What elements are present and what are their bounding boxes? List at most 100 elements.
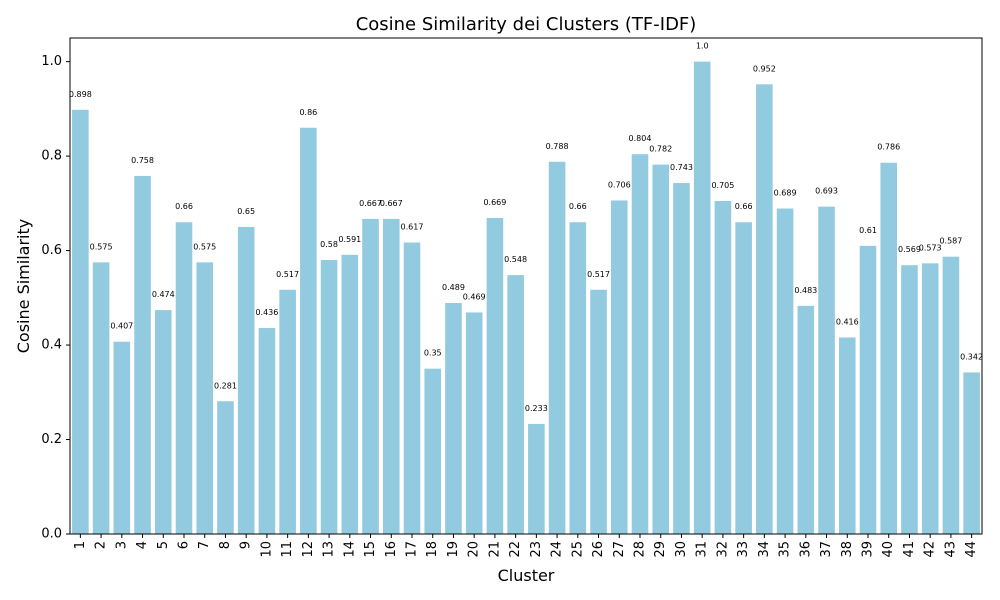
x-axis: 1 2 3 4 5 6 7 8 9 10 11 12 13 14 15 16 17 18 19 20 21 22 23 24 2… (73, 534, 979, 558)
x-tick-label: 38 (840, 541, 855, 558)
data-label-cluster-41: 0.569 (898, 245, 921, 254)
bar-cluster-32 (714, 200, 732, 534)
x-tick-label: 17 (405, 541, 420, 558)
bar-cluster-20 (465, 312, 483, 534)
x-tick-label: 35 (778, 541, 793, 558)
bar-cluster-34 (756, 84, 773, 534)
x-tick-label: 25 (570, 541, 585, 558)
x-tick-label: 29 (653, 541, 668, 558)
bar-cluster-26 (590, 289, 607, 534)
data-label-cluster-14: 0.591 (338, 235, 361, 244)
data-label-cluster-26: 0.517 (587, 270, 610, 279)
bar-cluster-13 (320, 260, 338, 534)
bar-cluster-17 (403, 242, 421, 534)
data-label-cluster-13: 0.58 (320, 240, 338, 249)
bar-cluster-8 (217, 401, 234, 534)
x-tick-label: 8 (218, 541, 233, 549)
bar-cluster-15 (362, 218, 379, 534)
data-label-cluster-30: 0.743 (670, 163, 693, 172)
x-axis-label: Cluster (498, 566, 555, 585)
bar-cluster-25 (569, 222, 587, 534)
x-tick-label: 26 (591, 541, 606, 558)
data-label-cluster-11: 0.517 (276, 270, 299, 279)
bar-cluster-39 (859, 245, 877, 534)
x-tick-label: 43 (943, 541, 958, 558)
data-label-cluster-38: 0.416 (836, 317, 859, 326)
data-label-cluster-36: 0.483 (794, 286, 817, 295)
data-label-cluster-8: 0.281 (214, 381, 237, 390)
data-label-cluster-20: 0.469 (463, 292, 486, 301)
chart-title: Cosine Similarity dei Clusters (TF-IDF) (356, 14, 697, 35)
x-tick-label: 15 (363, 541, 378, 558)
bar-cluster-28 (631, 154, 649, 534)
bar-cluster-14 (341, 254, 359, 534)
data-label-cluster-3: 0.407 (110, 322, 133, 331)
data-label-cluster-12: 0.86 (299, 108, 317, 117)
bar-cluster-33 (735, 222, 752, 534)
bar-cluster-2 (92, 262, 110, 534)
bar-cluster-18 (424, 368, 442, 534)
x-tick-label: 14 (342, 541, 357, 558)
x-tick-label: 21 (487, 541, 502, 558)
plot-frame (69, 37, 983, 535)
data-label-cluster-27: 0.706 (608, 180, 631, 189)
data-label-cluster-31: 1.0 (696, 42, 709, 51)
x-tick-label: 9 (239, 541, 254, 549)
data-label-cluster-43: 0.587 (939, 237, 962, 246)
y-tick-label: 0.4 (41, 338, 62, 353)
y-tick-label: 0.2 (41, 432, 62, 447)
bar-cluster-6 (175, 222, 193, 534)
y-axis: 0.0 0.2 0.4 0.6 0.8 1.0 (41, 54, 70, 542)
data-label-cluster-1: 0.898 (69, 90, 92, 99)
x-tick-label: 20 (467, 541, 482, 558)
data-label-cluster-22: 0.548 (504, 255, 527, 264)
x-tick-label: 23 (529, 541, 544, 558)
bar-cluster-40 (880, 162, 898, 535)
data-label-cluster-19: 0.489 (442, 283, 465, 292)
y-axis-label: Cosine Similarity (14, 219, 33, 353)
x-tick-label: 16 (384, 541, 399, 558)
data-label-cluster-33: 0.66 (735, 202, 753, 211)
bar-cluster-38 (838, 337, 856, 534)
x-tick-label: 40 (881, 541, 896, 558)
data-label-cluster-16: 0.667 (380, 199, 403, 208)
x-tick-label: 13 (322, 541, 337, 558)
x-tick-label: 33 (736, 541, 751, 558)
x-tick-label: 22 (508, 541, 523, 558)
bar-cluster-44 (963, 372, 980, 534)
data-label-cluster-44: 0.342 (960, 352, 983, 361)
bar-cluster-21 (486, 217, 504, 534)
bars-group (72, 61, 980, 535)
bar-cluster-24 (548, 161, 566, 535)
bar-cluster-7 (196, 262, 214, 534)
x-tick-label: 12 (301, 541, 316, 558)
bar-cluster-3 (113, 341, 131, 534)
x-tick-label: 34 (757, 541, 772, 558)
bar-cluster-31 (693, 61, 711, 534)
bar-cluster-11 (279, 289, 296, 534)
x-tick-label: 32 (715, 541, 730, 558)
data-label-cluster-37: 0.693 (815, 187, 838, 196)
bar-cluster-4 (134, 175, 151, 534)
data-label-cluster-32: 0.705 (711, 181, 734, 190)
x-tick-label: 44 (964, 541, 979, 558)
x-tick-label: 18 (425, 541, 440, 558)
x-tick-label: 27 (612, 541, 627, 558)
y-tick-label: 0.8 (41, 149, 62, 164)
data-label-cluster-35: 0.689 (774, 189, 797, 198)
x-tick-label: 1 (73, 541, 88, 549)
x-tick-label: 28 (633, 541, 648, 558)
bar-cluster-42 (921, 263, 939, 534)
data-label-cluster-23: 0.233 (525, 404, 548, 413)
bar-cluster-43 (942, 256, 960, 534)
bar-cluster-35 (776, 208, 794, 534)
x-tick-label: 2 (94, 541, 109, 549)
data-label-cluster-15: 0.667 (359, 199, 382, 208)
x-tick-label: 3 (114, 541, 129, 549)
bar-cluster-16 (382, 218, 400, 534)
bar-cluster-29 (652, 164, 670, 535)
bar-cluster-27 (610, 200, 628, 534)
x-tick-label: 39 (861, 541, 876, 558)
data-label-cluster-39: 0.61 (859, 226, 877, 235)
